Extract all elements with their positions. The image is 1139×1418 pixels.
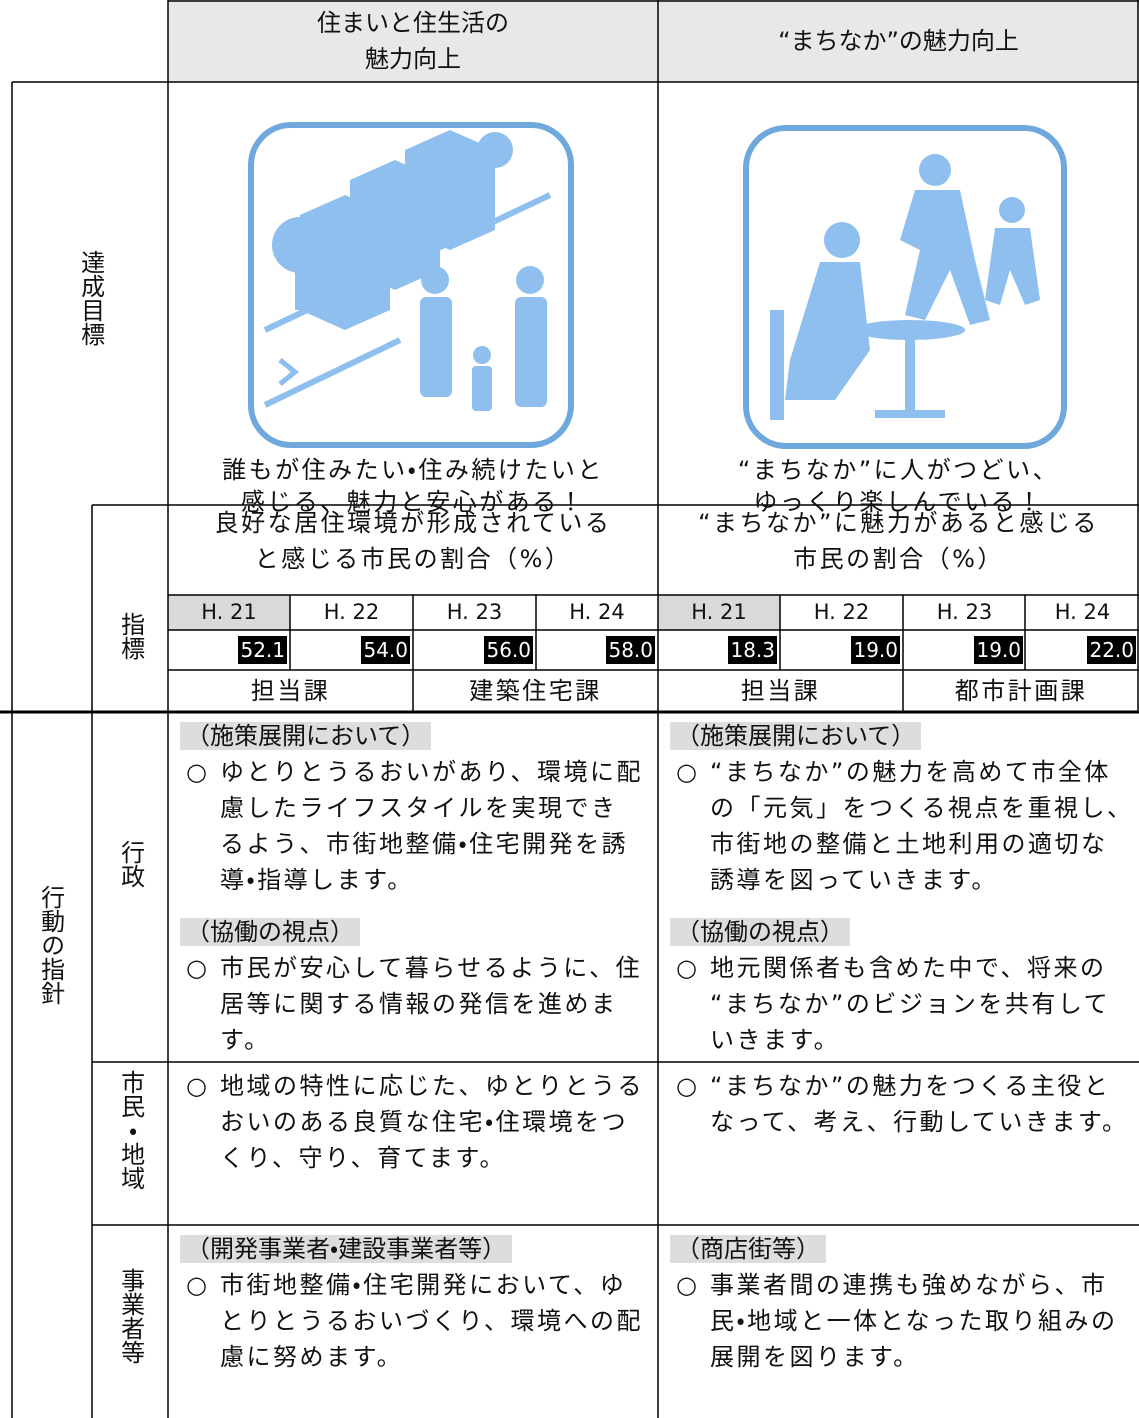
year: H. 21 (691, 600, 747, 624)
goal-text: 感じる、魅力と安心がある！ (240, 488, 586, 516)
year: H. 24 (569, 600, 625, 624)
body-line: るよう、市街地整備・住宅開発を誘 (220, 830, 629, 858)
department: 建築住宅課 (469, 677, 602, 705)
section-heading: （協働の視点） (670, 914, 850, 950)
bullet: ○ (676, 954, 697, 982)
body-line: いきます。 (710, 1026, 841, 1054)
indicator-title: 市民の割合（%） (793, 545, 1004, 573)
body-line: 慮したライフスタイルを実現でき (220, 794, 618, 822)
body-line: 導・指導します。 (220, 866, 414, 894)
section-heading: （施策展開において） (670, 718, 922, 754)
body-line: “まちなか”のビジョンを共有して (710, 990, 1111, 1018)
row-label: 指標 (116, 612, 145, 660)
indicator-value: 56.0 (484, 636, 533, 664)
row-label: 市民・地域 (116, 1070, 145, 1190)
indicator-value: 19.0 (974, 636, 1023, 664)
heading-text: （協働の視点） (670, 918, 850, 946)
goal-text: ゆっくり楽しんでいる！ (753, 488, 1044, 516)
year-bg (658, 595, 780, 630)
body-line: 民・地域と一体となった取り組みの (710, 1307, 1118, 1335)
body-line: 事業者間の連携も強めながら、市 (710, 1271, 1108, 1299)
heading-text: （開発事業者・建設事業者等） (180, 1235, 513, 1263)
row-label: 事業者等 (116, 1268, 145, 1364)
year: H. 21 (201, 600, 257, 624)
indicator-value: 54.0 (361, 636, 410, 664)
body-line: 地域の特性に応じた、ゆとりとうる (220, 1072, 644, 1100)
year: H. 22 (813, 600, 870, 624)
icon-housing (248, 122, 574, 448)
bullet: ○ (676, 1271, 697, 1299)
indicator-value: 18.3 (728, 636, 777, 664)
bullet: ○ (186, 758, 207, 786)
body-line: 市街地の整備と土地利用の適切な (710, 830, 1108, 858)
body-line: 慮に努めます。 (220, 1343, 404, 1371)
body-line: 市民が安心して暮らせるように、住 (220, 954, 643, 982)
body-line: 誘導を図っていきます。 (710, 866, 998, 894)
row-label: 行政 (116, 840, 145, 888)
goal-text: “まちなか”に人がつどい、 (737, 456, 1060, 484)
section-heading: （協働の視点） (180, 914, 360, 950)
indicator-title: “まちなか”に魅力があると感じる (698, 509, 1099, 537)
grid (11, 0, 1139, 1418)
body-line: “まちなか”の魅力を高めて市全体 (710, 758, 1111, 786)
body-line: 地元関係者も含めた中で、将来の (710, 954, 1107, 982)
year: H. 24 (1054, 600, 1111, 624)
header-bg (168, 0, 1139, 82)
year: H. 23 (446, 600, 503, 624)
indicator-title: と感じる市民の割合（%） (254, 545, 572, 573)
section-heading: （開発事業者・建設事業者等） (180, 1231, 513, 1267)
body-line: とりとうるおいづくり、環境への配 (220, 1307, 644, 1335)
row-label: 行動の指針 (36, 885, 65, 1005)
heading-text: （施策展開において） (670, 722, 922, 750)
heading-text: （商店街等） (670, 1235, 826, 1263)
column-title: 魅力向上 (365, 45, 461, 73)
bullet: ○ (186, 1271, 207, 1299)
body-line: 居等に関する情報の発信を進めま (220, 990, 618, 1018)
row-label: 達成目標 (76, 250, 105, 346)
body-line: 展開を図ります。 (710, 1343, 920, 1371)
body-line: す。 (220, 1026, 271, 1054)
bullet: ○ (676, 758, 697, 786)
column-title: “まちなか”の魅力向上 (778, 27, 1019, 55)
body-line: の「元気」をつくる視点を重視し、 (710, 794, 1134, 822)
body-line: くり、守り、育てます。 (220, 1144, 506, 1172)
year: H. 22 (323, 600, 380, 624)
bullet: ○ (676, 1072, 697, 1100)
bullet: ○ (186, 1072, 207, 1100)
body-line: おいのある良質な住宅・住環境をつ (220, 1108, 629, 1136)
goal-text: 誰もが住みたい・住み続けたいと (222, 456, 604, 484)
indicator-value: 52.1 (238, 636, 287, 664)
body-line: なって、考え、行動していきます。 (710, 1108, 1129, 1136)
department-label: 担当課 (250, 677, 331, 705)
bullet: ○ (186, 954, 207, 982)
indicator-value: 19.0 (851, 636, 900, 664)
year-bg (168, 595, 290, 630)
department-label: 担当課 (740, 677, 821, 705)
indicator-value: 22.0 (1087, 636, 1136, 664)
body-line: ゆとりとうるおいがあり、環境に配 (220, 758, 644, 786)
body-line: “まちなか”の魅力をつくる主役と (710, 1072, 1111, 1100)
column-title: 住まいと住生活の (317, 9, 509, 37)
heading-text: （施策展開において） (180, 722, 432, 750)
section-heading: （商店街等） (670, 1231, 826, 1267)
icon-downtown (743, 125, 1067, 449)
department: 都市計画課 (954, 677, 1088, 705)
year: H. 23 (936, 600, 993, 624)
indicator-title: 良好な居住環境が形成されている (214, 509, 612, 537)
body-line: 市街地整備・住宅開発において、ゆ (220, 1271, 627, 1299)
heading-text: （協働の視点） (180, 918, 360, 946)
indicator-value: 58.0 (606, 636, 655, 664)
section-heading: （施策展開において） (180, 718, 432, 754)
